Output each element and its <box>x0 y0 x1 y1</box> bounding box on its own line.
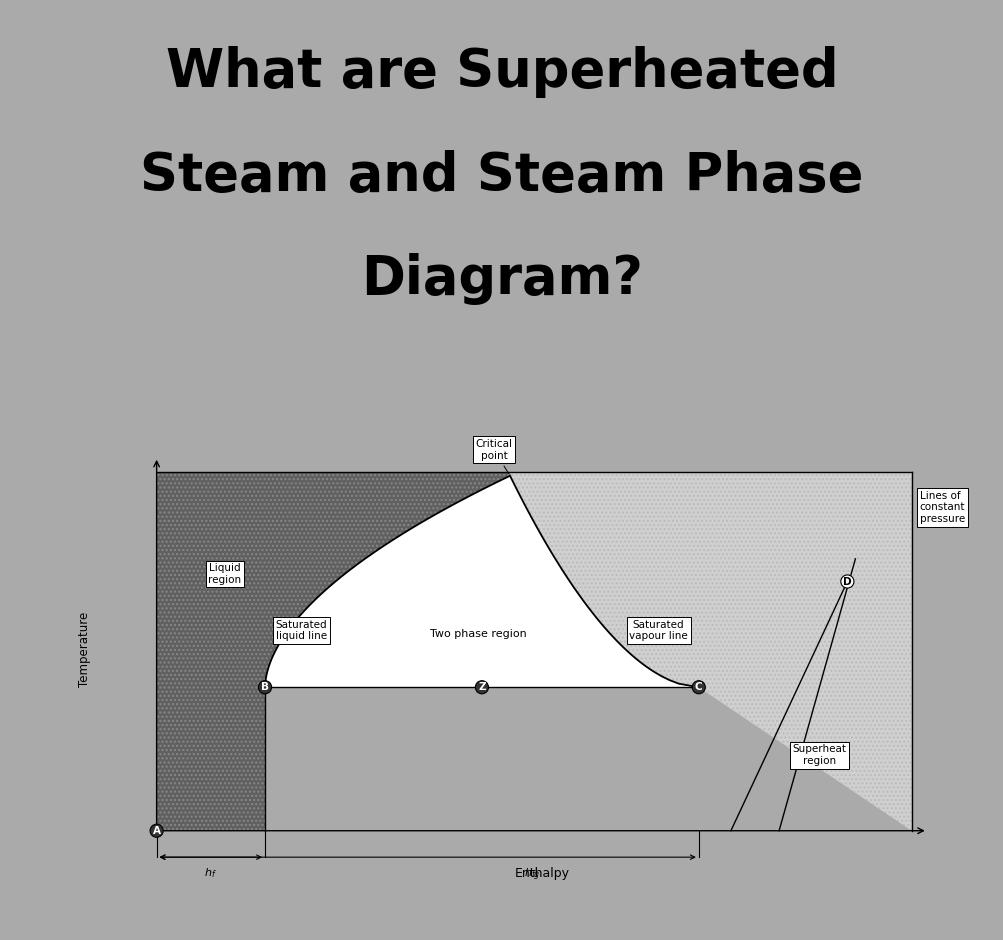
Text: A: A <box>152 825 160 836</box>
Text: Enthalpy: Enthalpy <box>515 867 569 880</box>
Text: Saturated
liquid line: Saturated liquid line <box>275 619 327 641</box>
Text: Saturated
vapour line: Saturated vapour line <box>629 619 687 641</box>
Text: D: D <box>843 576 851 587</box>
Text: Two phase region: Two phase region <box>429 630 526 639</box>
Polygon shape <box>265 476 698 687</box>
Text: $h_f$: $h_f$ <box>205 867 217 881</box>
Text: What are Superheated: What are Superheated <box>165 46 838 98</box>
Text: Liquid
region: Liquid region <box>209 563 241 585</box>
Polygon shape <box>510 472 911 831</box>
Text: Temperature: Temperature <box>78 612 90 687</box>
Polygon shape <box>156 472 510 831</box>
Text: C: C <box>694 682 702 692</box>
Text: Superheat
region: Superheat region <box>791 744 846 766</box>
Text: Critical
point: Critical point <box>475 439 512 474</box>
Text: Lines of
constant
pressure: Lines of constant pressure <box>919 491 964 525</box>
Text: Diagram?: Diagram? <box>361 254 642 306</box>
Text: Steam and Steam Phase: Steam and Steam Phase <box>140 149 863 202</box>
Text: Z: Z <box>477 682 485 692</box>
Text: $h_{fg}$: $h_{fg}$ <box>524 867 540 883</box>
Text: B: B <box>261 682 269 692</box>
